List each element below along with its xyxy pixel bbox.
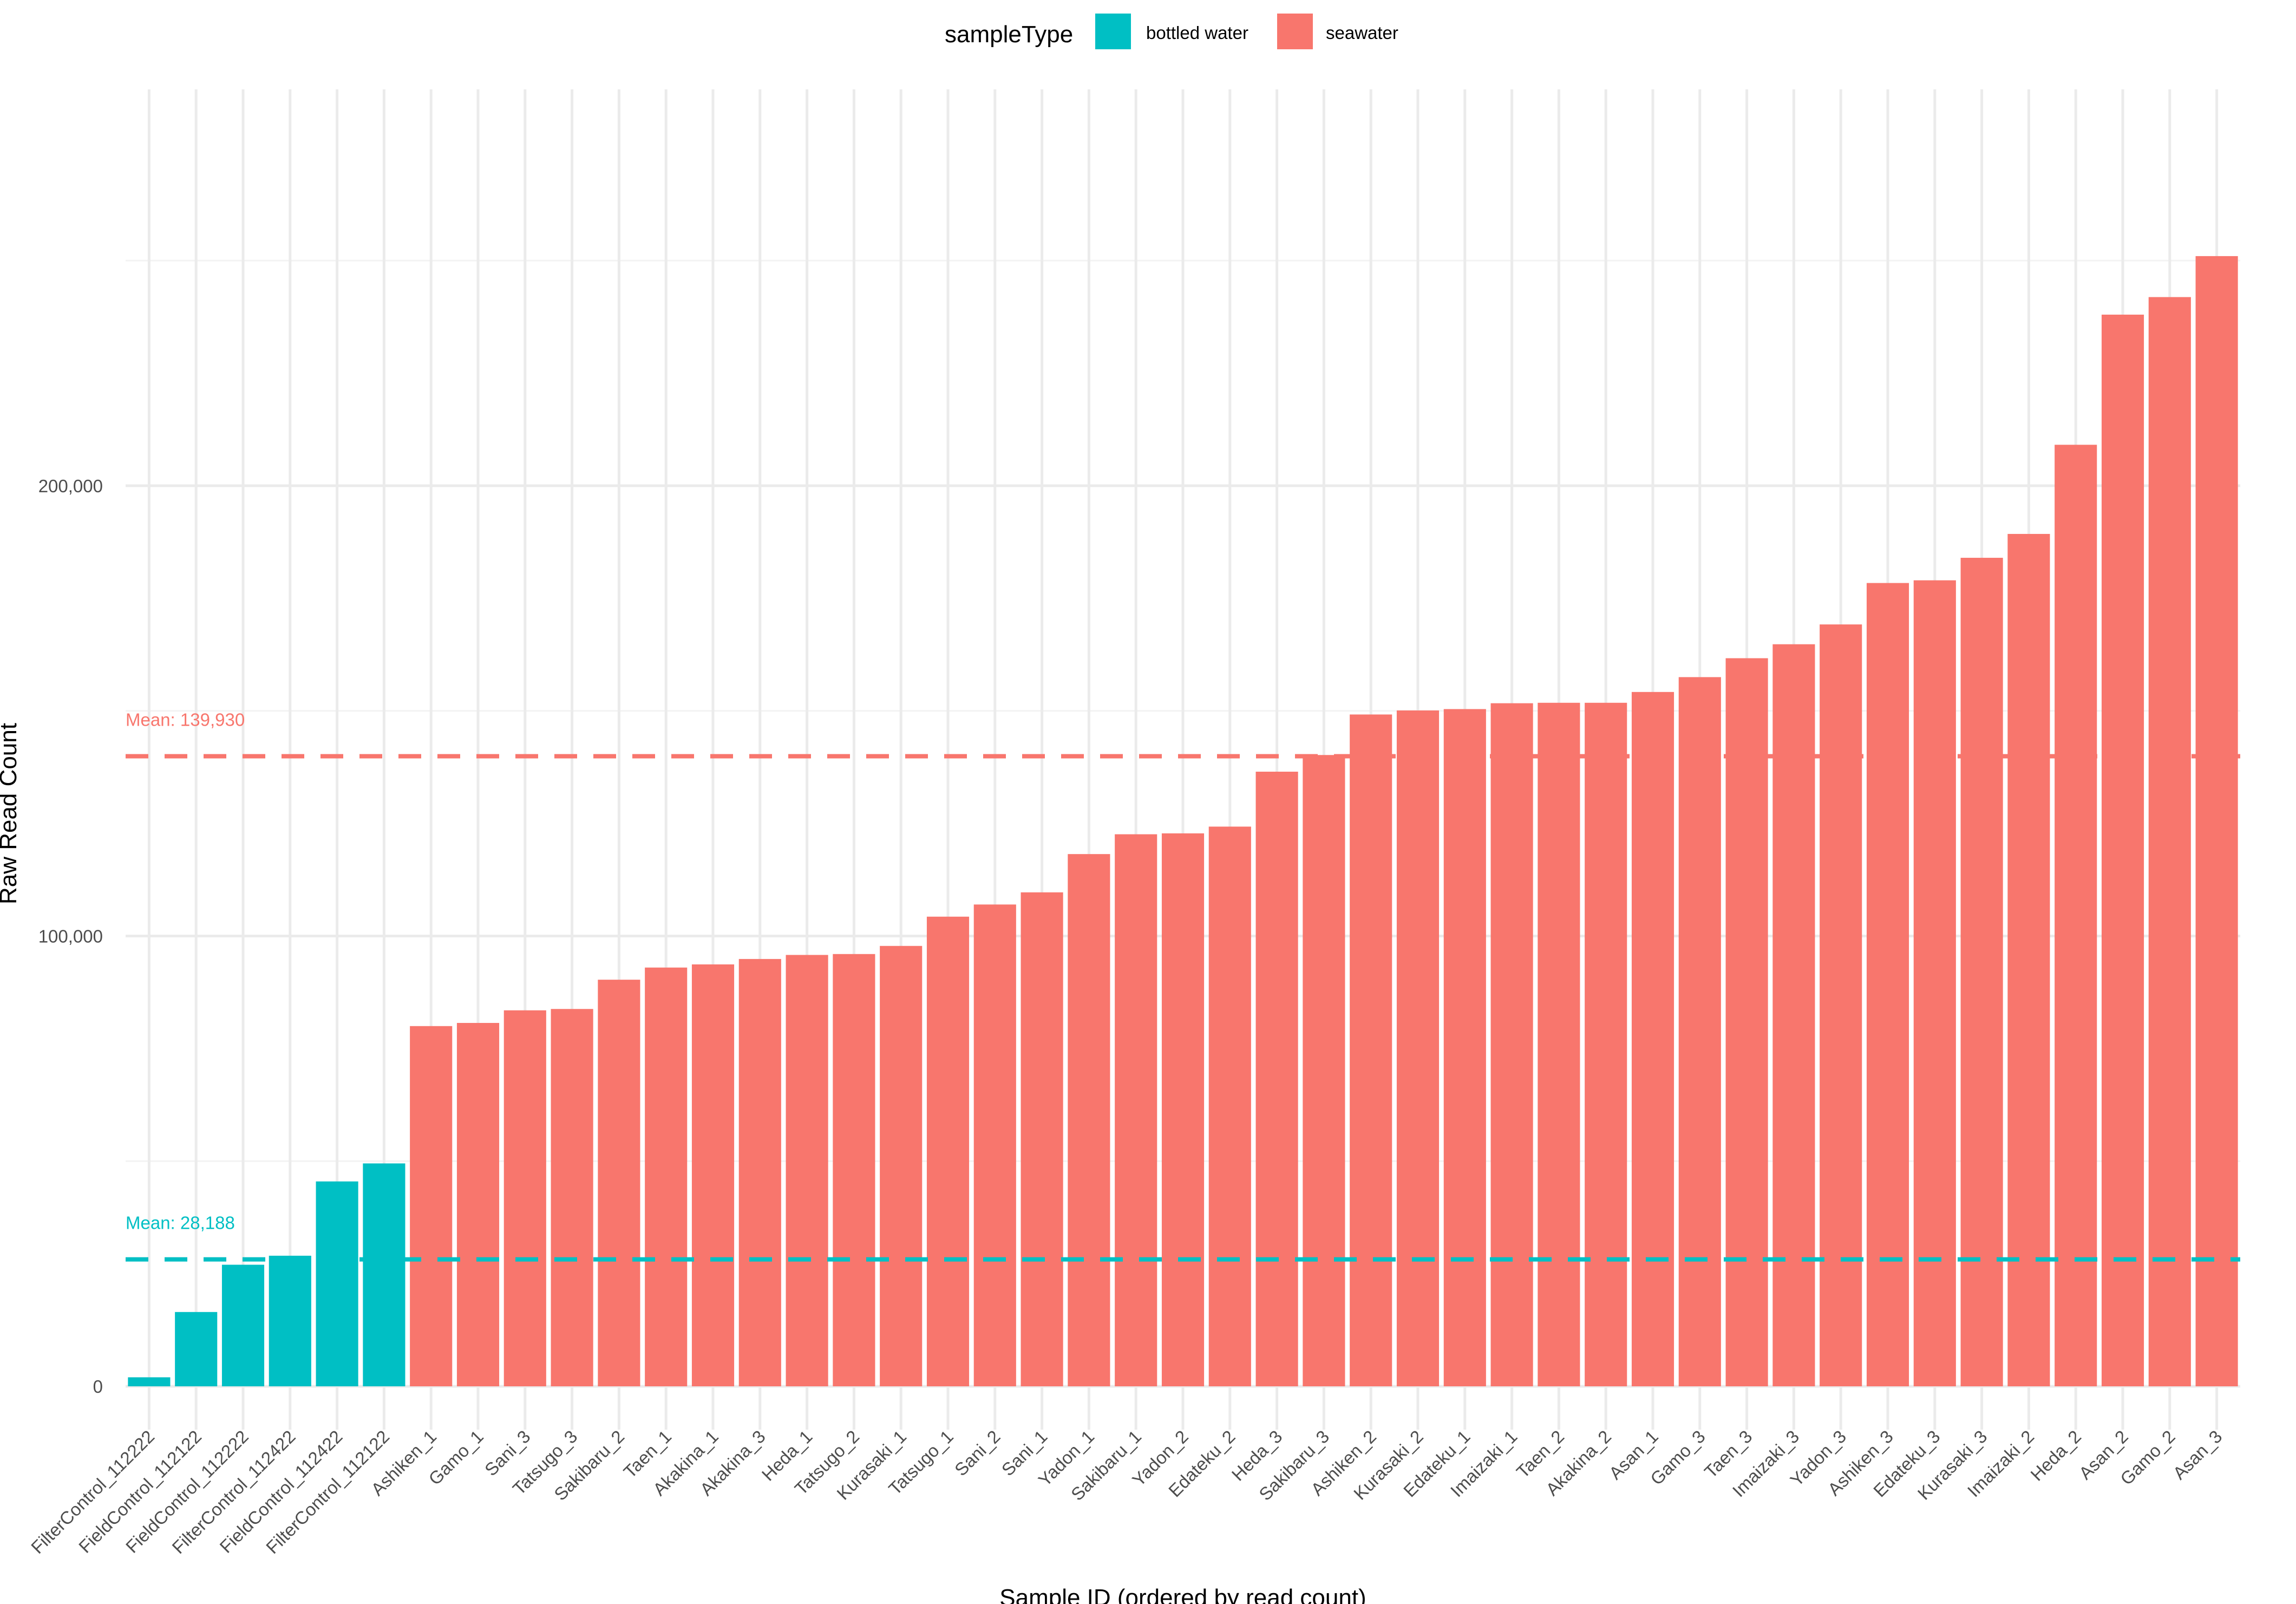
y-tick-label: 100,000 — [38, 927, 103, 947]
bar-Tatsugo_1 — [926, 916, 970, 1386]
bar-Edateku_3 — [1913, 580, 1956, 1386]
legend-key-seawater — [1277, 14, 1313, 49]
x-tick-label: Asan_3 — [2169, 1426, 2226, 1483]
legend-key-bottled-water — [1095, 14, 1131, 49]
bar-Ashiken_2 — [1350, 714, 1392, 1386]
bar-Kurasaki_2 — [1396, 710, 1440, 1386]
bar-Heda_3 — [1255, 772, 1298, 1386]
bar-Edateku_2 — [1208, 826, 1251, 1386]
bar-Akakina_1 — [691, 964, 735, 1386]
bar-FilterControl_112122 — [363, 1163, 405, 1386]
mean-label-bottled-water: Mean: 28,188 — [126, 1213, 235, 1233]
bar-Ashiken_3 — [1866, 583, 1909, 1386]
bar-Heda_2 — [2055, 445, 2097, 1386]
x-axis-title: Sample ID (ordered by read count) — [999, 1585, 1366, 1604]
bar-Gamo_1 — [456, 1022, 500, 1386]
legend-title: sampleType — [945, 21, 1073, 48]
legend: sampleType bottled water seawater — [945, 14, 1398, 49]
x-tick-label: Heda_2 — [2026, 1426, 2085, 1485]
bar-FilterControl_112422 — [269, 1255, 311, 1386]
bar-Heda_1 — [786, 955, 828, 1386]
mean-lines-layer: Mean: 139,930 Mean: 28,188 — [126, 709, 2240, 1262]
bar-Taen_2 — [1538, 702, 1580, 1386]
bar-Ashiken_1 — [410, 1026, 453, 1386]
bar-Gamo_2 — [2148, 297, 2191, 1386]
bar-Sakibaru_2 — [598, 980, 640, 1386]
bar-Edateku_1 — [1443, 709, 1486, 1386]
bar-Taen_1 — [645, 967, 688, 1386]
bar-Yadon_1 — [1068, 854, 1110, 1386]
bar-FieldControl_112222 — [221, 1264, 265, 1386]
bar-Imaizaki_1 — [1490, 703, 1533, 1386]
bar-Sani_2 — [973, 904, 1016, 1386]
bar-Asan_2 — [2101, 315, 2144, 1386]
bar-Asan_1 — [1631, 692, 1674, 1386]
bar-Gamo_3 — [1678, 677, 1721, 1386]
bar-Taen_3 — [1725, 658, 1768, 1386]
bar-Yadon_2 — [1161, 833, 1205, 1386]
bar-Kurasaki_3 — [1960, 558, 2003, 1386]
bar-Sani_3 — [503, 1010, 546, 1386]
x-tick-label: Sani_2 — [951, 1426, 1004, 1480]
y-tick-label: 0 — [93, 1377, 103, 1397]
bar-Asan_3 — [2195, 256, 2238, 1386]
y-tick-label: 200,000 — [38, 476, 103, 496]
bar-FieldControl_112422 — [316, 1181, 358, 1386]
legend-label-seawater: seawater — [1326, 23, 1398, 43]
bars-layer — [128, 256, 2238, 1387]
bar-Tatsugo_2 — [833, 954, 875, 1386]
bar-Sakibaru_1 — [1115, 834, 1157, 1386]
bar-Kurasaki_1 — [880, 946, 923, 1386]
bar-Akakina_2 — [1585, 702, 1627, 1386]
bar-Imaizaki_2 — [2007, 533, 2050, 1387]
bar-Tatsugo_3 — [551, 1009, 593, 1386]
bar-Sakibaru_3 — [1303, 755, 1345, 1386]
y-axis-title: Raw Read Count — [0, 723, 22, 904]
bar-Imaizaki_3 — [1772, 644, 1815, 1386]
bar-Sani_1 — [1021, 892, 1063, 1386]
bar-Akakina_3 — [738, 959, 781, 1386]
bar-Yadon_3 — [1820, 624, 1862, 1386]
mean-label-seawater: Mean: 139,930 — [126, 709, 245, 729]
bar-FieldControl_112122 — [175, 1312, 218, 1386]
legend-label-bottled-water: bottled water — [1146, 23, 1248, 43]
bar-FilterControl_112222 — [128, 1377, 171, 1386]
